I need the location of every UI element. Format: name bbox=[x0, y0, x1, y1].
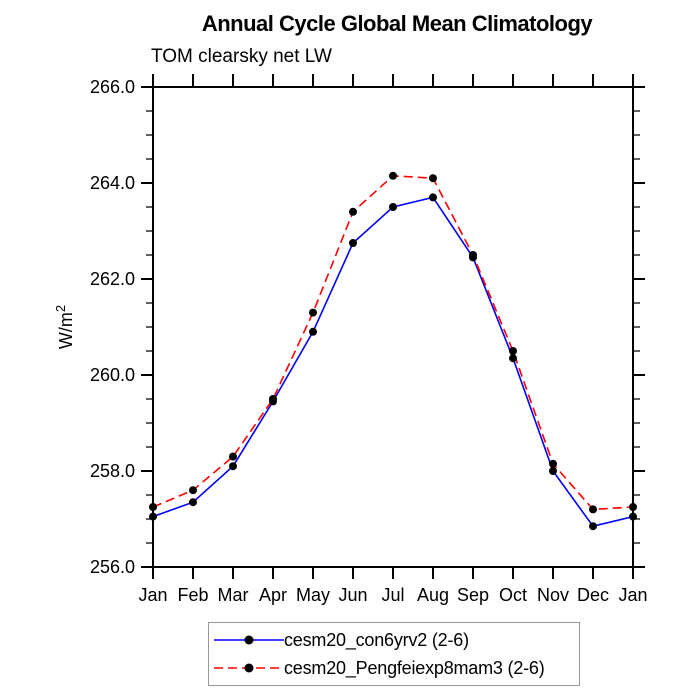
data-point-marker bbox=[469, 251, 477, 259]
data-point-marker bbox=[429, 174, 437, 183]
y-tick-label: 262.0 bbox=[90, 269, 135, 289]
data-point-marker bbox=[549, 467, 557, 475]
data-point-marker bbox=[229, 462, 237, 471]
x-tick-label: Sep bbox=[457, 585, 489, 605]
x-tick-label: Aug bbox=[417, 585, 449, 605]
x-tick-label: Jan bbox=[618, 585, 647, 605]
y-tick-label: 258.0 bbox=[90, 461, 135, 481]
data-point-marker bbox=[509, 354, 517, 363]
data-point-marker bbox=[509, 347, 517, 355]
legend-label: cesm20_Pengfeiexp8mam3 (2-6) bbox=[284, 657, 545, 678]
y-tick-label: 260.0 bbox=[90, 365, 135, 385]
y-tick-label: 266.0 bbox=[90, 77, 135, 97]
legend-item: cesm20_con6yrv2 (2-6) bbox=[214, 629, 579, 651]
data-point-marker bbox=[229, 452, 237, 461]
legend-line-dashed-icon bbox=[214, 663, 284, 673]
x-tick-label: Oct bbox=[499, 585, 527, 605]
data-point-marker bbox=[149, 503, 157, 511]
data-point-marker bbox=[309, 327, 317, 336]
data-point-marker bbox=[429, 193, 437, 202]
chart-subtitle: TOM clearsky net LW bbox=[151, 46, 332, 67]
plot-border bbox=[152, 86, 634, 568]
y-axis-label: W/m2 bbox=[53, 305, 76, 349]
data-point-marker bbox=[349, 207, 357, 216]
data-point-marker bbox=[189, 486, 197, 495]
x-tick-label: Jan bbox=[138, 585, 167, 605]
legend-line-solid-icon bbox=[214, 635, 284, 645]
data-point-marker bbox=[189, 498, 197, 507]
data-point-marker bbox=[349, 239, 357, 247]
y-tick-label: 256.0 bbox=[90, 557, 135, 577]
x-tick-label: Apr bbox=[259, 585, 287, 605]
x-tick-label: Mar bbox=[218, 585, 249, 605]
data-point-marker bbox=[309, 308, 317, 317]
legend-sample-marker bbox=[244, 663, 254, 673]
data-point-marker bbox=[629, 503, 637, 511]
data-point-marker bbox=[389, 203, 397, 211]
x-tick-label: Jul bbox=[381, 585, 404, 605]
data-point-marker bbox=[629, 512, 637, 521]
series-line-dashed bbox=[152, 174, 634, 511]
data-point-marker bbox=[149, 512, 157, 521]
x-tick-label: Dec bbox=[577, 585, 609, 605]
x-tick-label: Nov bbox=[537, 585, 569, 605]
data-point-marker bbox=[389, 171, 397, 180]
legend-item: cesm20_Pengfeiexp8mam3 (2-6) bbox=[214, 657, 579, 679]
y-tick-label: 264.0 bbox=[90, 173, 135, 193]
data-point-marker bbox=[589, 522, 597, 531]
legend-label: cesm20_con6yrv2 (2-6) bbox=[284, 629, 469, 650]
x-tick-label: Jun bbox=[338, 585, 367, 605]
x-tick-label: Feb bbox=[177, 585, 208, 605]
data-point-marker bbox=[589, 505, 597, 514]
data-point-marker bbox=[269, 395, 277, 403]
legend: cesm20_con6yrv2 (2-6) cesm20_Pengfeiexp8… bbox=[208, 622, 580, 686]
chart-title: Annual Cycle Global Mean Climatology bbox=[201, 11, 593, 36]
x-tick-label: May bbox=[296, 585, 330, 605]
legend-sample-marker bbox=[244, 635, 254, 645]
series-line-solid bbox=[152, 196, 634, 528]
data-point-marker bbox=[549, 459, 557, 468]
